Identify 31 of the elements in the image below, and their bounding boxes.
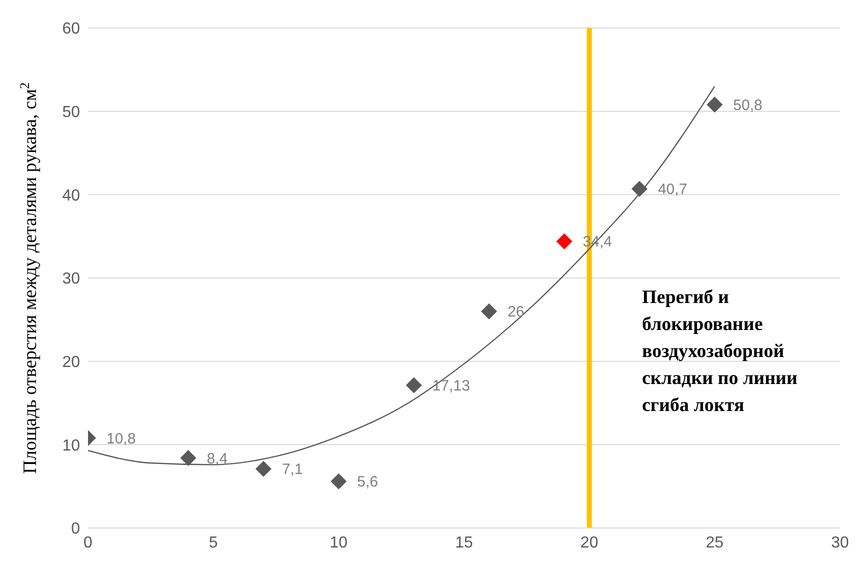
data-label: 5,6: [357, 474, 378, 491]
point: [406, 377, 422, 394]
x-tick-label: 20: [580, 534, 598, 552]
data-label: 8,4: [206, 450, 228, 468]
point: [180, 450, 196, 466]
x-tick-label: 30: [831, 534, 849, 552]
y-tick-label: 30: [62, 270, 80, 288]
point: [255, 460, 272, 477]
x-tick-label: 0: [84, 534, 93, 552]
data-label: 10,8: [106, 430, 136, 448]
y-tick-label: 40: [62, 187, 80, 204]
annotation: Перегиб и блокирование воздухозаборной складки по линии сгиба локтя: [642, 286, 798, 418]
x-tick-label: 15: [455, 534, 473, 552]
y-tick-label: 0: [71, 520, 80, 538]
y-tick-label: 20: [62, 354, 80, 372]
data-label: 26: [508, 304, 524, 321]
data-label: 17,13: [432, 378, 470, 395]
point: [631, 180, 648, 197]
x-tick-label: 5: [208, 534, 218, 552]
data-label: 40,7: [658, 181, 688, 198]
point: [706, 96, 723, 113]
x-tick-label: 10: [330, 534, 348, 552]
y-tick-label: 50: [62, 104, 80, 122]
x-tick-label: 25: [706, 534, 724, 552]
point: [556, 233, 572, 250]
data-label: 50,8: [733, 96, 762, 114]
data-label: 7,1: [282, 461, 303, 478]
point: [330, 473, 347, 490]
point: [481, 303, 498, 320]
y-tick-label: 10: [62, 437, 80, 454]
y-tick-label: 60: [62, 20, 80, 38]
